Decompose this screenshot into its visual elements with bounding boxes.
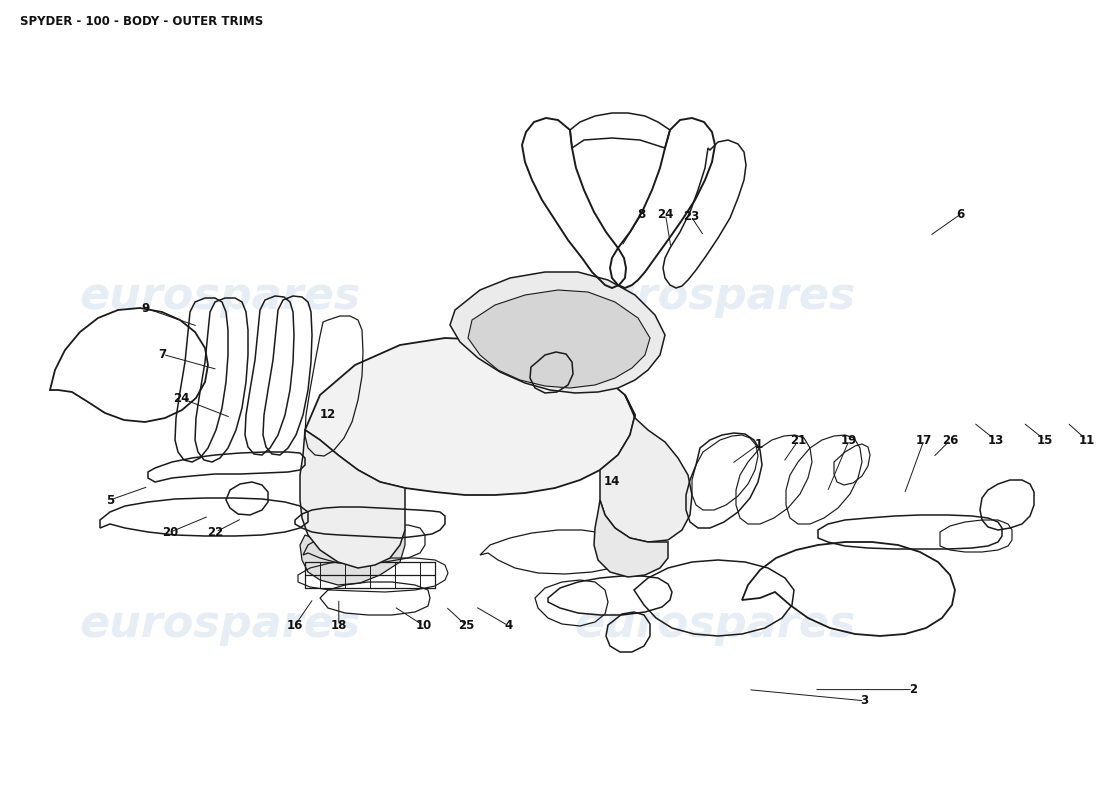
- Polygon shape: [450, 272, 666, 393]
- Text: 20: 20: [163, 526, 178, 538]
- Text: SPYDER - 100 - BODY - OUTER TRIMS: SPYDER - 100 - BODY - OUTER TRIMS: [20, 15, 263, 28]
- Text: 26: 26: [943, 434, 958, 446]
- Text: 22: 22: [208, 526, 223, 538]
- Polygon shape: [300, 530, 405, 585]
- Text: 9: 9: [141, 302, 150, 314]
- Text: 15: 15: [1037, 434, 1053, 446]
- Text: 11: 11: [1079, 434, 1094, 446]
- Text: 5: 5: [106, 494, 114, 506]
- Text: 23: 23: [683, 210, 698, 222]
- Text: 25: 25: [459, 619, 474, 632]
- Polygon shape: [305, 338, 635, 495]
- Text: 13: 13: [988, 434, 1003, 446]
- Text: 10: 10: [416, 619, 431, 632]
- Text: 7: 7: [158, 348, 167, 361]
- Text: eurospares: eurospares: [574, 602, 856, 646]
- Text: 12: 12: [320, 408, 336, 421]
- Text: 14: 14: [604, 475, 619, 488]
- Text: eurospares: eurospares: [79, 274, 361, 318]
- Text: 17: 17: [916, 434, 932, 446]
- Text: 24: 24: [174, 392, 189, 405]
- Text: 8: 8: [637, 208, 646, 221]
- Polygon shape: [468, 290, 650, 388]
- Text: 3: 3: [860, 694, 869, 707]
- Text: 2: 2: [909, 683, 917, 696]
- Text: 24: 24: [658, 208, 673, 221]
- Text: 4: 4: [504, 619, 513, 632]
- Polygon shape: [600, 395, 692, 542]
- Text: 21: 21: [791, 434, 806, 446]
- Text: eurospares: eurospares: [574, 274, 856, 318]
- Text: 16: 16: [287, 619, 303, 632]
- Polygon shape: [300, 430, 405, 568]
- Text: 6: 6: [956, 208, 965, 221]
- Polygon shape: [594, 500, 668, 577]
- Text: 18: 18: [331, 619, 346, 632]
- Text: 1: 1: [755, 438, 763, 450]
- Text: eurospares: eurospares: [79, 602, 361, 646]
- Text: 19: 19: [842, 434, 857, 446]
